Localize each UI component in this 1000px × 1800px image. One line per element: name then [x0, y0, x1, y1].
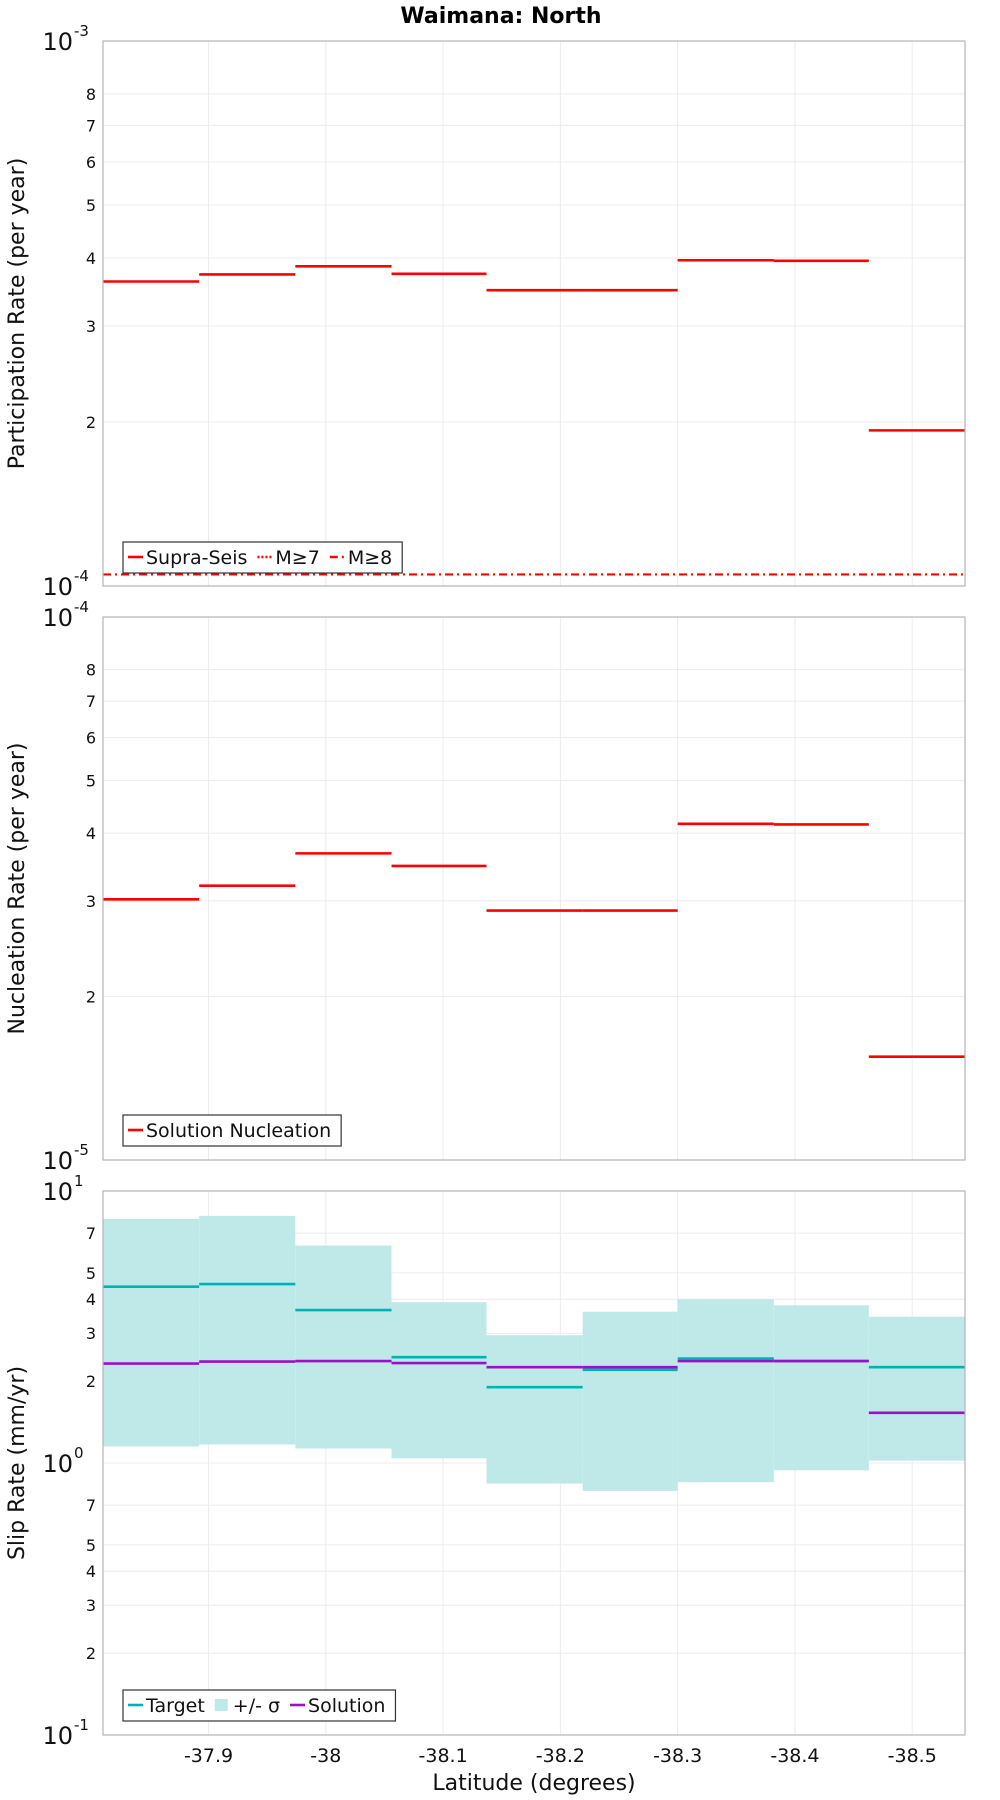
y-tick-exponent: -4	[74, 567, 89, 585]
sigma-band	[582, 1311, 678, 1491]
y-tick-label: 7	[86, 1496, 96, 1515]
sigma-band	[773, 1305, 869, 1471]
legend-label: +/- σ	[233, 1695, 280, 1717]
sigma-band	[391, 1302, 487, 1459]
participation-frame	[102, 40, 966, 587]
y-tick-label: 2	[86, 1644, 96, 1663]
nucleation-y-axis-label: Nucleation Rate (per year)	[5, 743, 30, 1035]
y-tick-exponent: -1	[74, 1716, 89, 1734]
y-tick-label: 3	[86, 317, 96, 336]
y-tick-label: 5	[86, 1264, 96, 1283]
x-tick-label: -38.1	[419, 1745, 468, 1767]
legend-box	[122, 1114, 342, 1147]
nucleation-frame	[102, 616, 966, 1161]
sigma-band	[103, 1218, 200, 1447]
y-tick-label: 5	[86, 1536, 96, 1555]
x-axis-label: Latitude (degrees)	[432, 1771, 635, 1796]
y-tick-exponent: -4	[74, 598, 89, 616]
sigma-band-group	[103, 1215, 965, 1491]
y-tick-exponent: 0	[74, 1444, 84, 1462]
legend-label: M≥7	[275, 547, 319, 569]
legend-label: M≥8	[348, 547, 392, 569]
y-tick-exponent: 1	[74, 1172, 84, 1190]
series-solution-nucleation	[103, 822, 965, 1058]
y-tick-label: 7	[86, 1224, 96, 1243]
y-tick-label: 6	[86, 153, 96, 172]
series-m-7	[486, 259, 869, 292]
y-tick-label: 3	[86, 1596, 96, 1615]
participation-grid	[103, 40, 965, 587]
y-tick-label: 2	[86, 413, 96, 432]
series-supra-seis	[103, 258, 965, 432]
sigma-band	[295, 1245, 392, 1449]
y-tick-major-label: 10	[42, 1147, 73, 1175]
x-tick-label: -38.4	[770, 1745, 819, 1767]
nucleation-legend: Solution Nucleation	[122, 1114, 342, 1147]
y-tick-label: 4	[86, 249, 96, 268]
y-tick-label: 5	[86, 196, 96, 215]
participation-legend: Supra-Seis M≥7 M≥8	[122, 541, 403, 574]
y-tick-label: 3	[86, 892, 96, 911]
y-tick-major-label: 10	[42, 28, 73, 56]
y-tick-label: 6	[86, 728, 96, 747]
x-tick-label: -38.5	[888, 1745, 937, 1767]
y-tick-major-label: 10	[42, 1722, 73, 1750]
y-tick-label: 4	[86, 824, 96, 843]
x-tick-label: -38.3	[653, 1745, 702, 1767]
y-tick-major-label: 10	[42, 1178, 73, 1206]
slip-legend: Target +/- σ Solution	[122, 1689, 397, 1722]
y-tick-label: 2	[86, 1372, 96, 1391]
nucleation-grid	[103, 616, 965, 1161]
y-tick-label: 7	[86, 116, 96, 135]
x-tick-label: -38	[310, 1745, 341, 1767]
y-tick-label: 8	[86, 661, 96, 680]
legend-box	[122, 1689, 397, 1722]
sigma-band	[486, 1335, 583, 1484]
y-tick-label: 2	[86, 988, 96, 1007]
y-tick-label: 4	[86, 1290, 96, 1309]
y-tick-label: 7	[86, 692, 96, 711]
x-tick-label: -37.9	[184, 1745, 233, 1767]
participation-y-axis-label: Participation Rate (per year)	[5, 158, 30, 470]
y-tick-major-label: 10	[42, 604, 73, 632]
slip-frame	[102, 1190, 966, 1736]
y-tick-label: 3	[86, 1324, 96, 1343]
y-tick-label: 4	[86, 1562, 96, 1581]
legend-label: Solution	[308, 1695, 385, 1717]
legend-label: Supra-Seis	[146, 547, 247, 569]
y-tick-label: 8	[86, 85, 96, 104]
series-solution	[103, 1359, 965, 1415]
slip-y-axis-label: Slip Rate (mm/yr)	[5, 1366, 30, 1560]
y-tick-major-label: 10	[42, 1450, 73, 1478]
sigma-band	[868, 1316, 965, 1461]
x-tick-label: -38.2	[536, 1745, 585, 1767]
chart-title: Waimana: North	[400, 4, 601, 29]
y-tick-label: 5	[86, 771, 96, 790]
legend-label: Solution Nucleation	[146, 1120, 331, 1142]
y-tick-major-label: 10	[42, 573, 73, 601]
legend-swatch	[214, 1699, 228, 1711]
legend-label: Target	[145, 1695, 205, 1717]
sigma-band	[199, 1215, 296, 1445]
sigma-band	[677, 1299, 774, 1483]
y-tick-exponent: -5	[74, 1141, 89, 1159]
y-tick-exponent: -3	[74, 22, 89, 40]
